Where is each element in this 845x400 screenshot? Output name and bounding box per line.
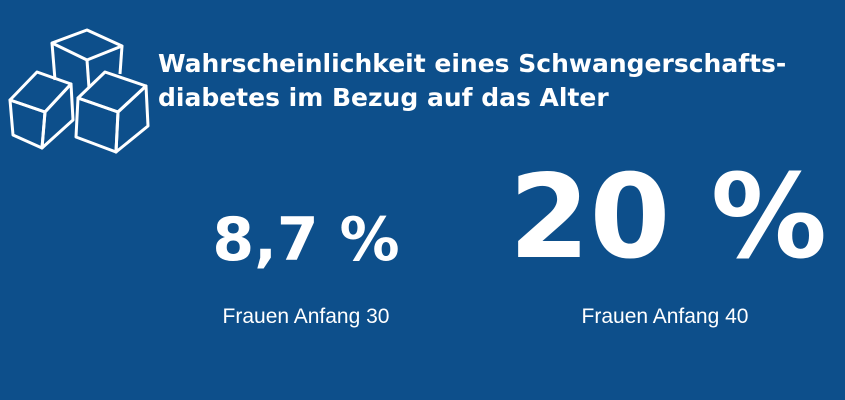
stat-value: 20 % [509,150,827,285]
stat-label: Frauen Anfang 30 [223,305,390,328]
cube-edge [118,45,124,75]
stat-label: Frauen Anfang 40 [582,305,749,328]
cube-edge [85,59,91,89]
sugar-cubes-icon [8,28,150,154]
title-line: diabetes im Bezug auf das Alter [158,83,609,112]
cube-edge [50,42,57,81]
stat-value: 8,7 % [212,205,399,275]
cube-face [40,82,75,150]
title-line: Wahrscheinlichkeit eines Schwangerschaft… [158,49,786,78]
cube-face [114,84,150,154]
